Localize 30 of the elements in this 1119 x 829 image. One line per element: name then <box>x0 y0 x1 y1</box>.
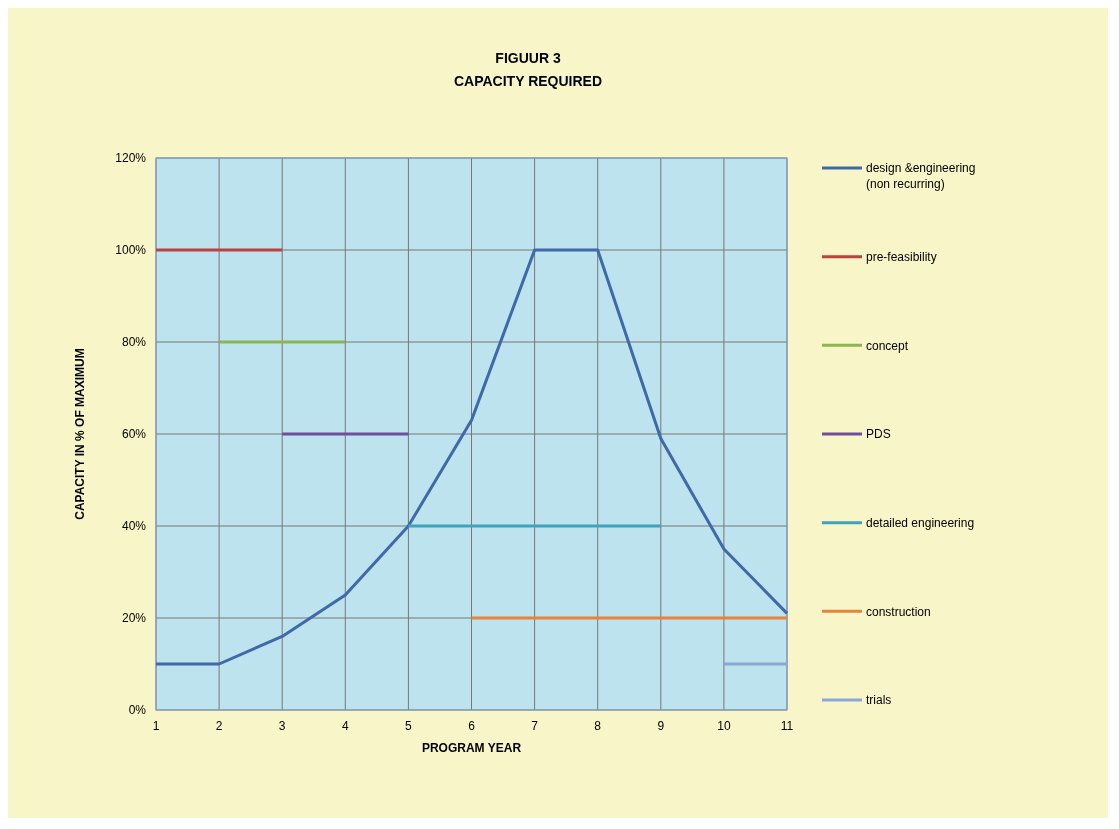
legend-label: PDS <box>866 427 891 442</box>
x-tick-label: 6 <box>468 719 476 733</box>
y-tick-label: 40% <box>121 519 147 534</box>
x-tick-label: 10 <box>717 719 731 733</box>
x-tick-label: 2 <box>215 719 223 733</box>
x-tick-label: 8 <box>594 719 602 733</box>
x-tick-label: 7 <box>531 719 539 733</box>
x-tick-label: 11 <box>780 719 794 733</box>
legend-label: trials <box>866 693 892 708</box>
legend-label: concept <box>866 338 909 353</box>
y-tick-label: 100% <box>115 243 147 258</box>
x-tick-label: 4 <box>341 719 349 733</box>
legend-label: design &engineering (non recurring) <box>866 161 976 191</box>
x-tick-label: 9 <box>657 719 665 733</box>
x-tick-label: 3 <box>278 719 286 733</box>
y-tick-label: 120% <box>115 151 147 166</box>
line-series <box>154 248 789 666</box>
x-tick-label: 5 <box>405 719 413 733</box>
y-tick-label: 80% <box>121 335 147 350</box>
y-tick-label: 0% <box>128 703 147 718</box>
y-axis-title: CAPACITY IN % OF MAXIMUM <box>73 348 87 520</box>
y-tick-label: 20% <box>121 611 147 626</box>
legend-label: construction <box>866 604 931 619</box>
x-tick-label: 1 <box>152 719 160 733</box>
legend-label: pre-feasibility <box>866 249 937 264</box>
chart-subtitle: CAPACITY REQUIRED <box>453 73 603 89</box>
chart-title: FIGUUR 3 <box>495 50 561 66</box>
legend-label: detailed engineering <box>866 515 975 530</box>
y-tick-label: 60% <box>121 427 147 442</box>
x-axis-title: PROGRAM YEAR <box>421 741 522 755</box>
